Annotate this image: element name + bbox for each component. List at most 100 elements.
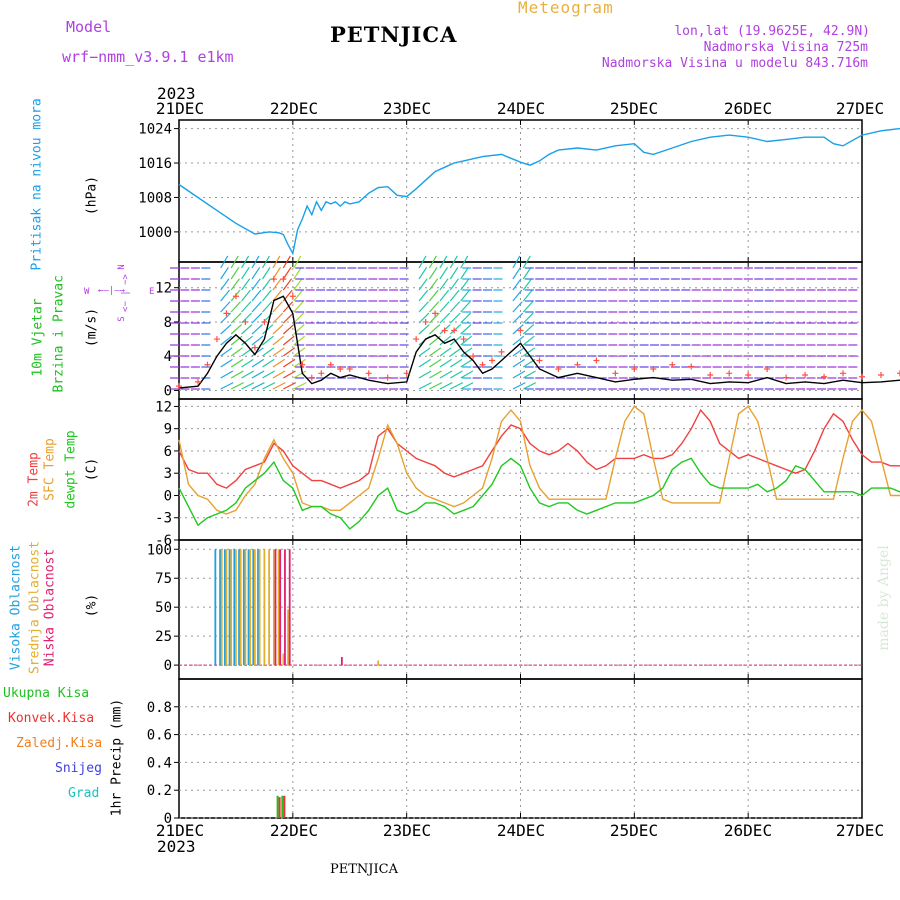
wind-arrow: [522, 324, 535, 335]
wind-arrow: [293, 278, 303, 291]
wind-arrow: [449, 370, 463, 379]
wind-arrow: [220, 358, 233, 368]
wind-arrow: [282, 278, 293, 291]
wind-arrow: [241, 370, 255, 379]
wind-arrow-field: [170, 255, 858, 390]
wind-arrow: [512, 335, 525, 346]
gust-mark: [337, 366, 344, 373]
gust-mark: [574, 361, 581, 368]
wind-arrow: [262, 370, 275, 379]
precip-conv-label: Konvek.Kisa: [8, 711, 95, 726]
wind-arrow: [241, 382, 255, 390]
compass-arrow: ←—|—→: [98, 286, 126, 296]
wind-arrow: [262, 289, 272, 302]
gust-mark: [489, 357, 496, 364]
wind-arrow: [230, 382, 244, 390]
wind-arrow: [439, 289, 450, 302]
precip-bar: [281, 795, 284, 818]
y-tick-label: 25: [155, 629, 172, 645]
wind-arrow: [220, 255, 229, 269]
wind-arrow: [429, 370, 442, 379]
wind-arrow: [230, 255, 239, 269]
wind-arrow: [439, 266, 449, 280]
wind-arrow: [272, 289, 283, 302]
sfc-temp-line: [178, 405, 900, 515]
wind-arrow: [272, 255, 281, 269]
x-tick-top-1: 22DEC: [269, 99, 319, 118]
gust-mark: [204, 361, 211, 368]
wind-arrow: [230, 335, 243, 346]
wind-arrow: [251, 255, 260, 269]
gust-mark: [631, 366, 638, 373]
wind-arrow: [428, 289, 439, 302]
wind-arrow: [428, 278, 439, 291]
footer-station: PETNJICA: [330, 862, 398, 877]
year-top: 2023: [157, 84, 196, 103]
wind-arrow: [220, 301, 231, 313]
gust-mark: [726, 370, 733, 377]
y-tick-label: 0.2: [147, 783, 172, 799]
wind-arrow: [272, 382, 286, 390]
wind-arrow: [460, 289, 470, 302]
wind-arrow: [523, 370, 536, 379]
station-title: PETNJICA: [330, 22, 458, 47]
gust-mark: [783, 374, 790, 381]
gust-mark: [270, 276, 277, 283]
product-title: Meteogram: [518, 0, 614, 17]
wind-arrow: [220, 324, 232, 335]
y-tick-label: 4: [164, 349, 172, 365]
wind-arrow: [439, 255, 448, 269]
x-tick-top-6: 27DEC: [835, 99, 885, 118]
wind-arrow: [230, 278, 240, 291]
wind-arrow: [220, 266, 229, 280]
wind-arrow: [460, 370, 474, 379]
wind-arrow: [230, 370, 244, 379]
wind-arrow: [449, 266, 459, 280]
wind-arrow: [272, 312, 284, 324]
y-tick-label: 12: [155, 399, 172, 415]
y-tick-label: 0.8: [147, 700, 172, 716]
wind-arrow: [241, 278, 251, 291]
gust-mark: [432, 310, 439, 317]
y-tick-label: 1024: [138, 122, 172, 138]
wind-arrow: [282, 312, 294, 324]
wind-arrow: [283, 370, 296, 379]
wind-arrow: [293, 370, 307, 379]
x-tick-top-5: 26DEC: [723, 99, 773, 118]
y-tick-label: 1008: [138, 190, 172, 206]
gust-mark: [318, 370, 325, 377]
wind-arrow: [460, 312, 472, 324]
wind-arrow: [418, 358, 432, 368]
wind-arrow: [522, 312, 534, 324]
wind-arrow: [512, 324, 524, 335]
y-tick-label: 50: [155, 600, 172, 616]
precip-bar: [283, 795, 286, 818]
gust-mark: [451, 327, 458, 334]
wind-arrow: [418, 312, 430, 324]
y-tick-label: 0: [164, 488, 172, 504]
wind-arrow: [449, 301, 461, 313]
wind-arrow: [460, 255, 469, 269]
wind-arrow: [230, 266, 240, 280]
gust-mark: [299, 361, 306, 368]
compass-w: W: [84, 287, 90, 297]
wind-arrow: [512, 370, 526, 379]
wind-arrow: [272, 324, 284, 335]
wind-arrow: [418, 266, 428, 280]
wind-arrow: [439, 370, 453, 379]
wind-arrow: [428, 255, 437, 269]
wind-arrow: [522, 301, 534, 313]
gust-mark: [593, 357, 600, 364]
wind-arrow: [220, 370, 234, 379]
panel-frame-2: [178, 398, 863, 541]
wind-arrow: [282, 301, 294, 313]
wind-arrow: [241, 289, 251, 302]
wind-arrow: [251, 301, 262, 313]
wind-arrow: [241, 301, 252, 313]
wind-arrow: [428, 312, 440, 324]
wind-arrow: [460, 347, 473, 357]
wind-arrow: [293, 335, 306, 346]
wind-arrow: [512, 358, 526, 368]
wind-arrow: [220, 382, 234, 390]
